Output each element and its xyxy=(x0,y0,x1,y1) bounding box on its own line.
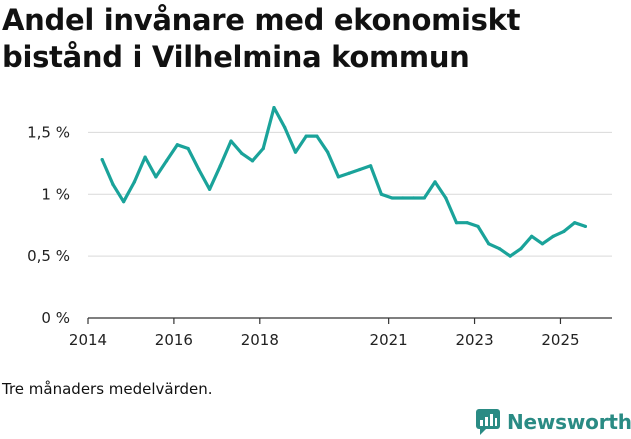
chart-caption: Tre månaders medelvärden. xyxy=(2,380,213,398)
data-point xyxy=(422,196,426,200)
data-point xyxy=(401,196,405,200)
y-tick-label: 0 % xyxy=(41,309,70,327)
data-point xyxy=(132,180,136,184)
data-point xyxy=(390,196,394,200)
data-point xyxy=(154,175,158,179)
data-point xyxy=(315,134,319,138)
data-point xyxy=(433,180,437,184)
data-point xyxy=(293,150,298,154)
data-point xyxy=(573,221,577,225)
x-tick-label: 2023 xyxy=(455,331,493,349)
data-point xyxy=(186,146,190,151)
data-point xyxy=(454,221,459,225)
data-point xyxy=(100,158,104,162)
data-point xyxy=(218,164,222,168)
data-point xyxy=(411,196,416,200)
x-tick-label: 2014 xyxy=(69,331,107,349)
data-point xyxy=(336,175,341,179)
data-point xyxy=(476,224,480,229)
x-tick-label: 2016 xyxy=(155,331,193,349)
data-point xyxy=(519,247,523,251)
data-point xyxy=(283,125,287,130)
y-tick-label: 1 % xyxy=(41,185,70,203)
gridlines xyxy=(88,131,612,257)
data-point xyxy=(551,234,555,238)
data-point xyxy=(508,254,512,258)
brand[interactable]: Newsworthy xyxy=(475,408,631,436)
data-point xyxy=(540,242,545,246)
series-group xyxy=(100,105,588,258)
data-point xyxy=(369,164,373,168)
data-point xyxy=(487,242,491,246)
data-point xyxy=(379,192,383,196)
series-line xyxy=(100,105,588,258)
data-point xyxy=(165,159,169,163)
y-tick-label: 1,5 % xyxy=(27,123,70,141)
x-tick-label: 2018 xyxy=(241,331,279,349)
data-point xyxy=(250,159,255,163)
data-point xyxy=(272,106,276,110)
data-point xyxy=(122,200,126,204)
data-point xyxy=(111,182,115,186)
data-point xyxy=(347,171,351,175)
x-tick-label: 2021 xyxy=(370,331,408,349)
brand-name: Newsworthy xyxy=(507,410,631,434)
data-point xyxy=(207,187,212,191)
data-point xyxy=(261,146,265,151)
chart-title: Andel invånare med ekonomiskt bistånd i … xyxy=(2,3,521,74)
data-point xyxy=(175,143,179,147)
data-point xyxy=(497,247,502,251)
data-point xyxy=(240,151,244,156)
data-point xyxy=(465,221,469,225)
data-point xyxy=(358,167,362,172)
data-point xyxy=(326,150,330,154)
x-tick-label: 2025 xyxy=(541,331,579,349)
data-point xyxy=(583,224,587,229)
x-axis: 2014 2016 2018 2021 2023 2025 xyxy=(69,317,612,349)
data-point xyxy=(197,167,201,172)
data-point xyxy=(143,155,147,159)
data-point xyxy=(444,196,448,200)
data-point xyxy=(229,139,233,143)
y-axis: 0 % 0,5 % 1 % 1,5 % xyxy=(27,123,70,327)
data-point xyxy=(530,234,534,238)
y-tick-label: 0,5 % xyxy=(27,247,70,265)
newsworthy-logo-icon xyxy=(476,409,500,435)
data-point xyxy=(562,229,566,233)
data-point xyxy=(304,134,308,138)
